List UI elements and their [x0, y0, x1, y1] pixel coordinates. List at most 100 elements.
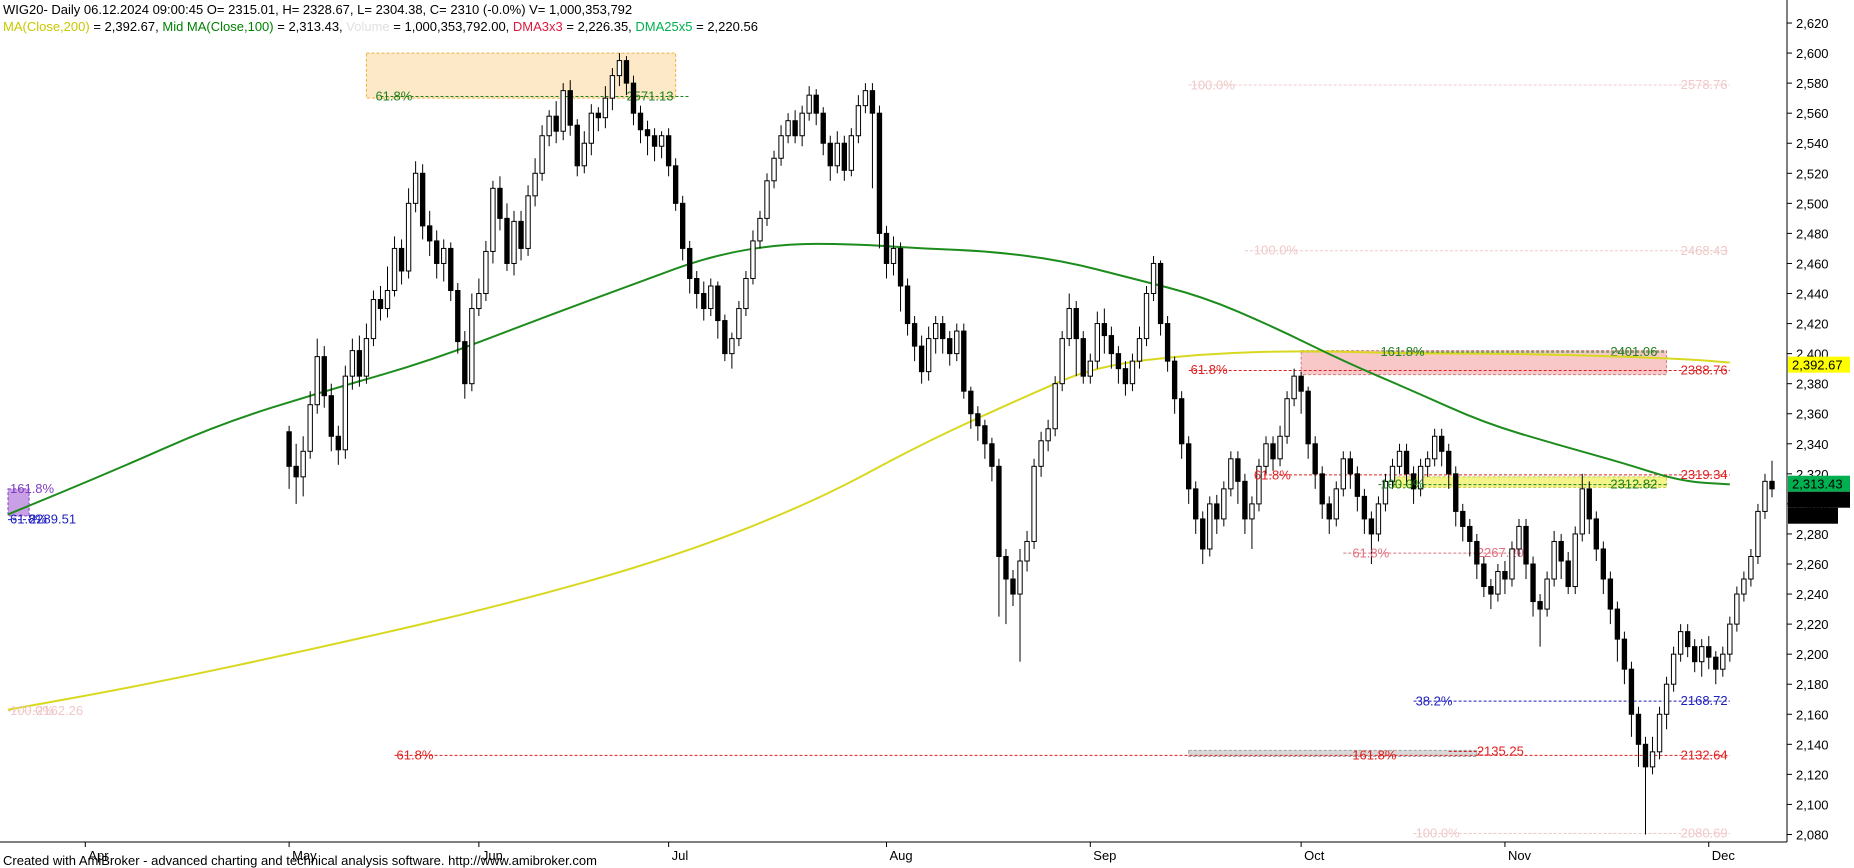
fib-label: 61.8%: [1254, 467, 1291, 482]
candle-down: [398, 247, 405, 272]
candle-down: [1460, 510, 1466, 527]
candle-down: [1410, 473, 1417, 490]
x-tick-label: Aug: [889, 848, 912, 863]
candle-up: [1382, 480, 1389, 505]
candle-down: [1115, 353, 1122, 370]
candle-up: [370, 299, 377, 340]
y-tick-label: 2,600: [1796, 46, 1829, 61]
y-tick-label: 2,520: [1796, 166, 1829, 181]
candle-down: [321, 356, 327, 397]
fib-level-value: 2468.43: [1681, 243, 1728, 258]
candle-up: [1291, 375, 1297, 400]
x-tick-label: Jun: [482, 848, 503, 863]
candle-down: [715, 285, 721, 322]
candle-down: [1235, 458, 1241, 482]
candle-down: [448, 247, 454, 292]
price-label-bg: [1788, 491, 1850, 508]
candle-up: [581, 142, 587, 167]
x-tick-label: Nov: [1508, 848, 1532, 863]
candle-up: [855, 105, 862, 137]
candle-down: [1171, 360, 1178, 400]
fib-level-value: 2312.82: [1610, 477, 1657, 492]
candle-down: [1642, 743, 1649, 768]
fib-level-value: 2578.76: [1681, 77, 1728, 92]
last-price-text: 2,310: [1792, 509, 1825, 524]
candle-up: [1207, 503, 1213, 550]
y-tick-label: 2,480: [1796, 226, 1829, 241]
price-label-text: 2,313.43: [1792, 477, 1843, 492]
candle-up: [1150, 262, 1157, 295]
y-tick-label: 2,620: [1796, 16, 1829, 31]
candle-up: [1087, 360, 1093, 377]
header-segment: MA(Close,200): [3, 19, 90, 34]
x-tick-label: Sep: [1093, 848, 1116, 863]
candle-up: [1024, 540, 1030, 562]
candle-up: [412, 172, 419, 204]
y-tick-label: 2,100: [1796, 797, 1829, 812]
y-tick-label: 2,360: [1796, 407, 1829, 422]
fib-label: 61.8%: [397, 748, 434, 763]
candle-down: [1326, 503, 1332, 520]
candle-up: [1762, 480, 1768, 512]
candle-up: [1516, 525, 1522, 550]
candle-down: [1565, 560, 1571, 588]
candle-up: [1249, 503, 1255, 520]
candle-down: [1607, 578, 1614, 610]
header-line-1: WIG20- Daily 06.12.2024 09:00:45 O= 2315…: [3, 2, 632, 17]
candle-down: [1080, 338, 1086, 377]
candle-up: [384, 290, 391, 310]
ma-line-0: [7, 350, 1730, 711]
candle-down: [518, 220, 524, 249]
fib-level-value: 2162.26: [36, 703, 83, 718]
candle-down: [904, 285, 911, 325]
candle-up: [1256, 465, 1262, 505]
candle-up: [771, 157, 777, 182]
y-tick-label: 2,080: [1796, 827, 1829, 842]
x-axis-ticks: Apr May Jun Jul Aug Sep Oct Nov Dec: [84, 842, 1735, 863]
candle-up: [862, 90, 869, 107]
candle-down: [1270, 443, 1276, 460]
candle-down: [630, 82, 637, 114]
candle-up: [1755, 510, 1761, 557]
candle-up: [1663, 683, 1670, 715]
candle-down: [1523, 525, 1529, 565]
candle-down: [574, 124, 580, 167]
candle-up: [1579, 488, 1585, 535]
y-tick-label: 2,380: [1796, 377, 1829, 392]
ma-line-1: [7, 242, 1731, 516]
y-tick-label: 2,180: [1796, 677, 1829, 692]
candle-up: [1284, 398, 1290, 437]
candle-up: [1649, 751, 1656, 768]
candle-up: [750, 240, 756, 279]
candle-up: [1727, 623, 1733, 655]
candle-up: [1333, 488, 1339, 520]
fib-label: 38.2%: [1416, 693, 1453, 708]
candle-down: [947, 338, 953, 355]
candle-up: [933, 323, 939, 340]
header-segment: Mid MA(Close,100): [162, 19, 273, 34]
candle-up: [954, 330, 960, 355]
fib-label: 100.0%: [1191, 77, 1236, 92]
candle-up: [441, 247, 447, 264]
candle-up: [1509, 548, 1515, 580]
fib-level-value: 2080.69: [1681, 825, 1728, 840]
candle-up: [708, 285, 714, 310]
y-tick-label: 2,460: [1796, 256, 1829, 271]
candle-down: [897, 247, 904, 287]
y-tick-label: 2,560: [1796, 106, 1829, 121]
candle-down: [1214, 503, 1220, 520]
y-tick-label: 2,160: [1796, 707, 1829, 722]
fib-level-value: 2401.06: [1610, 344, 1657, 359]
footer-credit: Created with AmiBroker - advanced charti…: [3, 853, 597, 868]
candle-down: [1361, 495, 1368, 520]
candle-up: [1656, 713, 1663, 753]
candle-up: [342, 375, 349, 451]
price-label-text: 2,310: [1792, 493, 1825, 508]
candle-up: [1017, 560, 1023, 595]
candle-up: [1741, 578, 1747, 595]
candle-down: [792, 120, 798, 137]
candle-up: [1263, 443, 1269, 467]
candle-up: [609, 75, 616, 99]
candle-up: [1045, 428, 1051, 442]
